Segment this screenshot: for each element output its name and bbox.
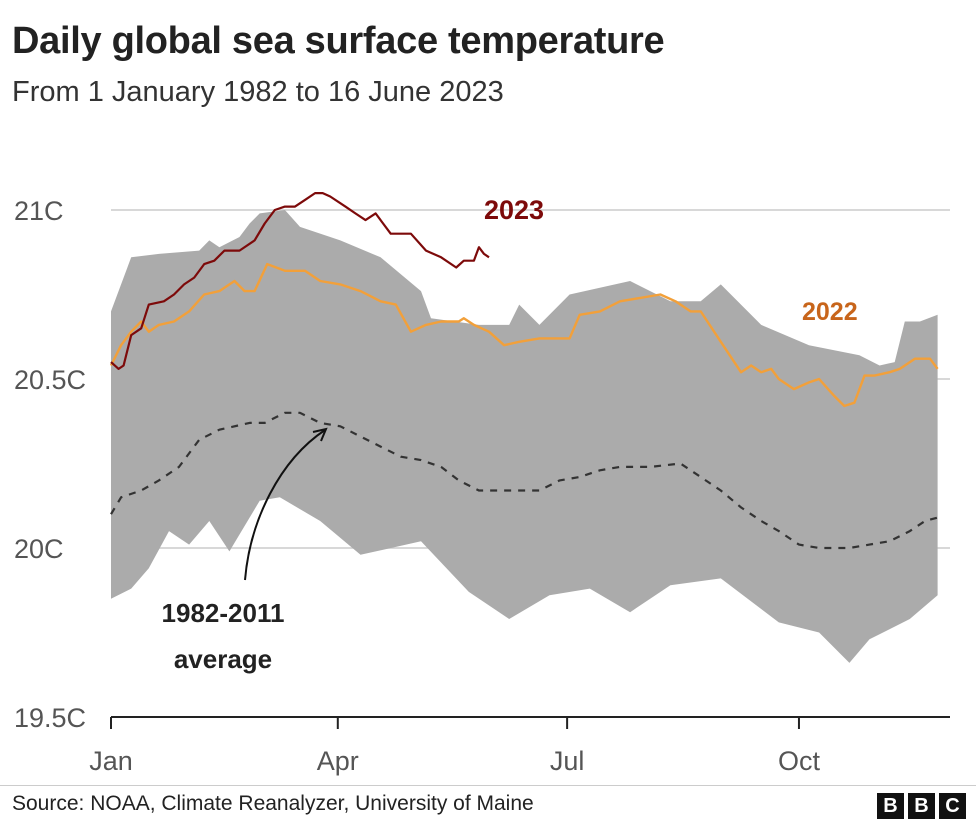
chart-title: Daily global sea surface temperature [12, 20, 665, 62]
label-2023: 2023 [484, 195, 544, 225]
x-tick-label: Jul [550, 746, 585, 776]
average-label-line1: 1982-2011 [162, 598, 285, 628]
series-lines [109, 192, 939, 550]
y-tick-label: 20.5C [14, 365, 86, 395]
x-tick-label: Oct [778, 746, 821, 776]
arrow-head-icon [312, 427, 328, 442]
range-band-area [111, 210, 938, 663]
axes: 19.5C 20C 20.5C 21C Jan Apr Jul Oct [14, 196, 950, 776]
series-line-2022 [109, 262, 939, 408]
average-annotation-arrow [244, 429, 326, 581]
sea-temperature-chart: 19.5C 20C 20.5C 21C Jan Apr Jul Oct 2023 2022 1… [14, 192, 950, 776]
bbc-logo: B B C [877, 793, 966, 819]
bbc-logo-block: B [877, 793, 904, 819]
historical-range-band [111, 210, 938, 663]
chart-subtitle: From 1 January 1982 to 16 June 2023 [12, 76, 504, 108]
source-note: Source: NOAA, Climate Reanalyzer, Univer… [12, 792, 534, 815]
x-tick-label: Jan [89, 746, 133, 776]
footer-divider [0, 785, 976, 786]
y-tick-label: 21C [14, 196, 64, 226]
y-tick-label: 19.5C [14, 703, 86, 733]
y-tick-label: 20C [14, 534, 64, 564]
bbc-logo-block: C [939, 793, 966, 819]
bbc-logo-block: B [908, 793, 935, 819]
x-tick-label: Apr [317, 746, 359, 776]
label-2022: 2022 [802, 298, 858, 326]
average-label-line2: average [174, 644, 272, 674]
series-line-2023 [110, 192, 490, 370]
